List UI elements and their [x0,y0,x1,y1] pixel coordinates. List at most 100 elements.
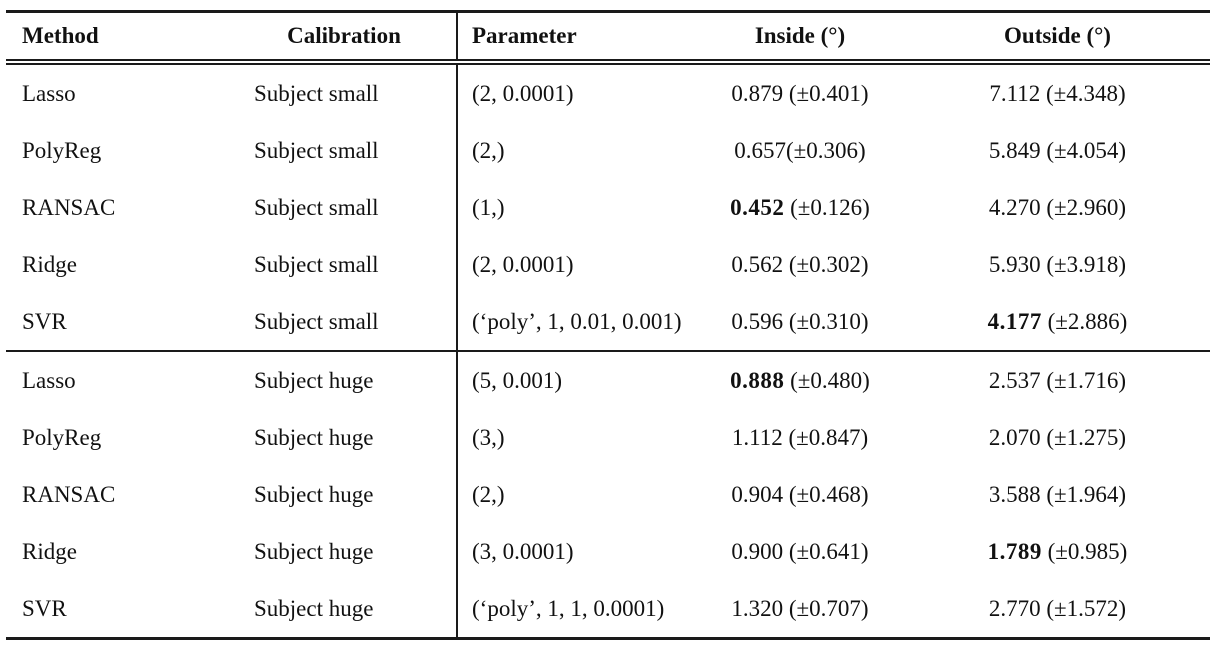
inside-std-value: (±0.641) [783,538,869,564]
cell-calibration: Subject small [254,308,379,334]
inside-std-value: (±0.480) [784,367,870,393]
cell-inside-error: 1.320 (±0.707) [695,580,905,639]
column-header-calibration: Calibration [232,11,457,65]
cell-method: Ridge [22,538,77,564]
inside-mean-value: 0.888 [730,367,785,393]
cell-outside-error: 2.537 (±1.716) [905,350,1210,409]
cell-parameter: (‘poly’, 1, 1, 0.0001) [456,580,695,639]
cell-calibration: Subject small [254,194,379,220]
inside-std-value: (±0.707) [783,595,869,621]
inside-mean-value: 0.657 [734,137,787,163]
column-header-parameter: Parameter [456,11,695,65]
inside-std-value: (±0.401) [783,80,869,106]
cell-parameter: (2,) [456,466,695,523]
outside-std-value: (±1.572) [1040,595,1127,621]
cell-parameter: (1,) [456,179,695,236]
outside-std-value: (±0.985) [1041,538,1128,564]
cell-outside-error: 5.849 (±4.054) [905,122,1210,179]
table-header: Method Calibration Parameter Inside (°) … [6,11,1210,65]
inside-std-value: (±0.302) [783,251,869,277]
cell-outside-error: 1.789 (±0.985) [905,523,1210,580]
inside-mean-value: 0.452 [730,194,785,220]
table-row: Lasso Subject small (2, 0.0001) 0.879 (±0.4… [6,62,1210,122]
cell-method: SVR [22,595,67,621]
outside-std-value: (±1.964) [1040,481,1127,507]
outside-mean-value: 2.070 [988,424,1041,450]
cell-parameter: (5, 0.001) [456,350,695,409]
table-row: PolyReg Subject huge (3,) 1.112 (±0.847) 2.0… [6,409,1210,466]
table-row: SVR Subject small (‘poly’, 1, 0.01, 0.001)… [6,293,1210,351]
outside-mean-value: 2.537 [988,367,1041,393]
outside-mean-value: 5.930 [988,251,1041,277]
cell-inside-error: 0.900 (±0.641) [695,523,905,580]
inside-std-value: (±0.126) [784,194,870,220]
cell-method: RANSAC [22,194,116,220]
cell-parameter: (3, 0.0001) [456,523,695,580]
table-body: Lasso Subject small (2, 0.0001) 0.879 (±0.4… [6,62,1210,639]
cell-calibration: Subject huge [254,481,374,507]
outside-std-value: (±2.960) [1040,194,1127,220]
outside-mean-value: 2.770 [988,595,1041,621]
column-header-outside: Outside (°) [905,11,1210,65]
outside-mean-value: 4.177 [987,308,1042,334]
cell-method: Lasso [6,350,232,409]
cell-outside-error: 2.770 (±1.572) [905,580,1210,639]
cell-parameter: (2, 0.0001) [456,236,695,293]
cell-inside-error: 0.596 (±0.310) [695,293,905,351]
inside-mean-value: 1.112 [731,424,783,450]
cell-parameter: (2,) [456,122,695,179]
results-table: Method Calibration Parameter Inside (°) … [6,10,1210,640]
cell-calibration: Subject small [254,251,379,277]
table-row: Ridge Subject small (2, 0.0001) 0.562 (±0.3… [6,236,1210,293]
cell-calibration: Subject huge [254,595,374,621]
cell-method: SVR [22,308,67,334]
cell-inside-error: 0.904 (±0.468) [695,466,905,523]
inside-mean-value: 1.320 [731,595,784,621]
cell-outside-error: 3.588 (±1.964) [905,466,1210,523]
cell-inside-error: 1.112 (±0.847) [695,409,905,466]
cell-outside-error: 7.112 (±4.348) [905,62,1210,122]
cell-calibration: Subject huge [254,424,374,450]
cell-method: PolyReg [22,137,102,163]
cell-inside-error: 0.879 (±0.401) [695,62,905,122]
table-row: SVR Subject huge (‘poly’, 1, 1, 0.0001) 1.3… [6,580,1210,639]
inside-std-value: (±0.310) [783,308,869,334]
outside-std-value: (±4.348) [1040,80,1126,106]
table-row: RANSAC Subject small (1,) 0.452 (±0.126) 4.2… [6,179,1210,236]
cell-outside-error: 2.070 (±1.275) [905,409,1210,466]
table-row: Ridge Subject huge (3, 0.0001) 0.900 (±0.64… [6,523,1210,580]
cell-parameter: (‘poly’, 1, 0.01, 0.001) [456,293,695,351]
cell-method: RANSAC [22,481,116,507]
cell-calibration: Subject small [254,80,379,106]
cell-method: PolyReg [22,424,102,450]
cell-calibration: Subject small [254,137,379,163]
outside-std-value: (±2.886) [1041,308,1128,334]
outside-std-value: (±1.275) [1040,424,1127,450]
outside-mean-value: 5.849 [988,137,1041,163]
cell-inside-error: 0.452 (±0.126) [695,179,905,236]
cell-parameter: (3,) [456,409,695,466]
inside-mean-value: 0.562 [731,251,784,277]
cell-outside-error: 4.177 (±2.886) [905,293,1210,351]
outside-mean-value: 4.270 [988,194,1041,220]
inside-std-value: (±0.847) [782,424,869,450]
inside-mean-value: 0.596 [731,308,784,334]
inside-mean-value: 0.879 [731,80,784,106]
cell-outside-error: 4.270 (±2.960) [905,179,1210,236]
outside-std-value: (±3.918) [1040,251,1127,277]
inside-mean-value: 0.900 [731,538,784,564]
cell-inside-error: 0.562 (±0.302) [695,236,905,293]
column-header-inside: Inside (°) [695,11,905,65]
outside-std-value: (±1.716) [1040,367,1127,393]
cell-calibration: Subject huge [232,350,457,409]
header-row: Method Calibration Parameter Inside (°) … [6,11,1210,65]
table-row: PolyReg Subject small (2,) 0.657(±0.306) 5.8… [6,122,1210,179]
table-row: RANSAC Subject huge (2,) 0.904 (±0.468) 3.58… [6,466,1210,523]
table-row: Lasso Subject huge (5, 0.001) 0.888 (±0.480… [6,350,1210,409]
cell-method: Lasso [22,80,76,106]
cell-method: Ridge [22,251,77,277]
outside-mean-value: 7.112 [989,80,1041,106]
cell-inside-error: 0.657(±0.306) [695,122,905,179]
cell-outside-error: 5.930 (±3.918) [905,236,1210,293]
